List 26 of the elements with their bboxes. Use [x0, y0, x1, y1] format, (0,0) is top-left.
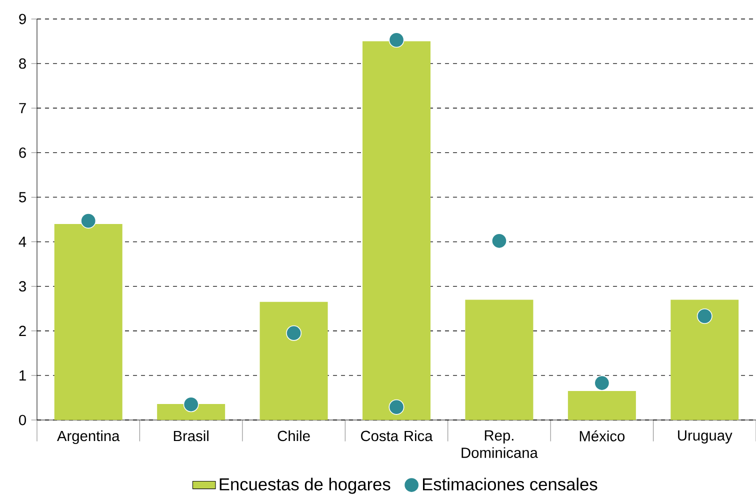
bar	[54, 224, 122, 420]
y-tick-label: 6	[19, 147, 26, 158]
x-tick-label: Argentina	[56, 430, 120, 444]
x-tick-label: México	[580, 430, 625, 442]
bar	[465, 300, 534, 420]
y-tick-label: 4	[18, 236, 26, 247]
legend-label: Encuestas de hogares	[220, 478, 390, 494]
bar	[670, 300, 739, 420]
y-tick-label: 9	[19, 14, 26, 24]
bar	[568, 391, 636, 420]
y-tick-label: 5	[19, 192, 26, 202]
bar	[157, 404, 226, 420]
y-tick-label: 8	[19, 58, 26, 69]
y-tick-label: 1	[20, 370, 26, 380]
x-tick-label: Uruguay	[678, 430, 732, 444]
y-tick-label: 2	[19, 326, 26, 336]
x-tick-label: Chile	[278, 430, 310, 442]
x-tick-label: Costa Rica	[360, 430, 433, 442]
x-tick-label: Rep. Dominicana	[462, 430, 538, 458]
y-tick-label: 0	[19, 414, 26, 426]
y-tick-label: 7	[19, 103, 26, 114]
x-tick-label: Brasil	[174, 430, 208, 442]
y-tick-label: 3	[19, 281, 26, 292]
bar	[260, 302, 328, 420]
legend-label: Estimaciones censales	[422, 478, 598, 490]
bar	[362, 41, 431, 420]
